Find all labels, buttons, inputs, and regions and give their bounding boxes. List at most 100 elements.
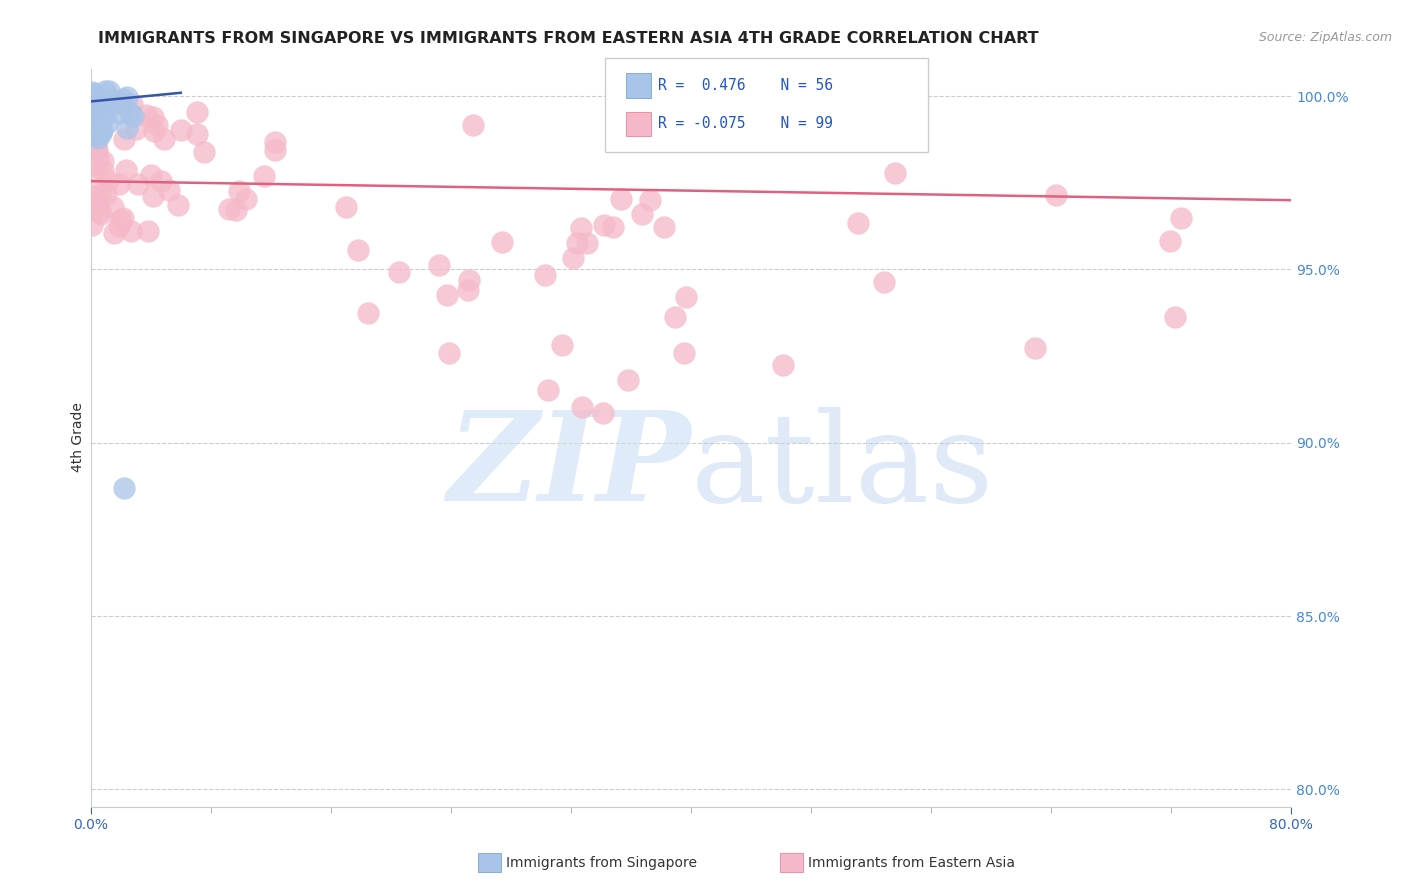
- Point: [115, 121, 138, 136]
- Point: [610, 192, 633, 206]
- Point: [83, 87, 105, 101]
- Y-axis label: 4th Grade: 4th Grade: [72, 402, 86, 473]
- Point: [120, 106, 142, 120]
- Point: [108, 96, 131, 111]
- Point: [112, 132, 135, 146]
- Text: ZIP: ZIP: [447, 407, 692, 528]
- Point: [86, 108, 108, 122]
- Point: [96, 116, 118, 130]
- Point: [84, 124, 107, 138]
- Text: Immigrants from Eastern Asia: Immigrants from Eastern Asia: [808, 855, 1015, 870]
- Point: [86, 123, 108, 137]
- Text: atlas: atlas: [692, 407, 994, 528]
- Text: R = -0.075    N = 99: R = -0.075 N = 99: [658, 117, 832, 131]
- Point: [83, 124, 105, 138]
- Point: [87, 98, 110, 112]
- Point: [87, 205, 110, 219]
- Point: [673, 346, 696, 360]
- Point: [82, 218, 104, 232]
- Point: [83, 128, 105, 143]
- Point: [264, 143, 287, 157]
- Point: [357, 306, 380, 320]
- Point: [186, 127, 208, 141]
- Point: [90, 103, 112, 118]
- Point: [82, 105, 104, 120]
- Point: [89, 116, 111, 130]
- Point: [136, 223, 159, 237]
- Point: [103, 95, 125, 109]
- Point: [592, 219, 614, 233]
- Point: [565, 235, 588, 250]
- Point: [664, 310, 686, 324]
- Point: [235, 192, 257, 206]
- Point: [617, 373, 640, 387]
- Point: [84, 111, 107, 125]
- Point: [82, 100, 104, 114]
- Point: [253, 169, 276, 183]
- Point: [1024, 341, 1046, 355]
- Point: [551, 338, 574, 352]
- Point: [90, 207, 112, 221]
- Point: [142, 188, 165, 202]
- Point: [846, 216, 869, 230]
- Point: [122, 109, 145, 123]
- Point: [82, 92, 104, 106]
- Point: [135, 108, 157, 122]
- Point: [82, 102, 104, 116]
- Point: [82, 109, 104, 123]
- Point: [82, 90, 104, 104]
- Point: [82, 90, 104, 104]
- Point: [83, 87, 105, 102]
- Point: [82, 108, 104, 122]
- Text: IMMIGRANTS FROM SINGAPORE VS IMMIGRANTS FROM EASTERN ASIA 4TH GRADE CORRELATION : IMMIGRANTS FROM SINGAPORE VS IMMIGRANTS …: [98, 31, 1039, 46]
- Point: [121, 97, 143, 112]
- Point: [108, 177, 131, 191]
- Point: [152, 132, 174, 146]
- Point: [157, 183, 180, 197]
- Point: [388, 265, 411, 279]
- Point: [110, 212, 132, 227]
- Point: [84, 189, 107, 203]
- Text: Immigrants from Singapore: Immigrants from Singapore: [506, 855, 697, 870]
- Point: [110, 106, 132, 120]
- Point: [142, 110, 165, 124]
- Point: [83, 98, 105, 112]
- Point: [97, 84, 120, 98]
- Point: [101, 94, 124, 108]
- Point: [167, 198, 190, 212]
- Point: [89, 111, 111, 125]
- Point: [82, 194, 104, 209]
- Point: [630, 206, 652, 220]
- Point: [533, 268, 555, 282]
- Point: [83, 116, 105, 130]
- Point: [883, 166, 905, 180]
- Point: [491, 235, 513, 249]
- Point: [87, 152, 110, 166]
- Point: [86, 143, 108, 157]
- Point: [638, 193, 661, 207]
- Point: [86, 175, 108, 189]
- Point: [170, 123, 193, 137]
- Text: Source: ZipAtlas.com: Source: ZipAtlas.com: [1258, 31, 1392, 45]
- Point: [335, 200, 357, 214]
- Point: [346, 243, 368, 257]
- Point: [111, 211, 134, 225]
- Point: [461, 118, 484, 132]
- Point: [84, 110, 107, 124]
- Point: [101, 201, 124, 215]
- Point: [115, 162, 138, 177]
- Point: [82, 97, 104, 112]
- Point: [83, 95, 105, 109]
- Point: [83, 115, 105, 129]
- Point: [100, 94, 122, 108]
- Point: [120, 224, 142, 238]
- Point: [91, 153, 114, 168]
- Point: [561, 251, 583, 265]
- Point: [84, 120, 107, 134]
- Point: [97, 173, 120, 187]
- Point: [103, 227, 125, 241]
- Point: [84, 93, 107, 107]
- Point: [86, 130, 108, 145]
- Point: [82, 95, 104, 110]
- Point: [537, 383, 560, 397]
